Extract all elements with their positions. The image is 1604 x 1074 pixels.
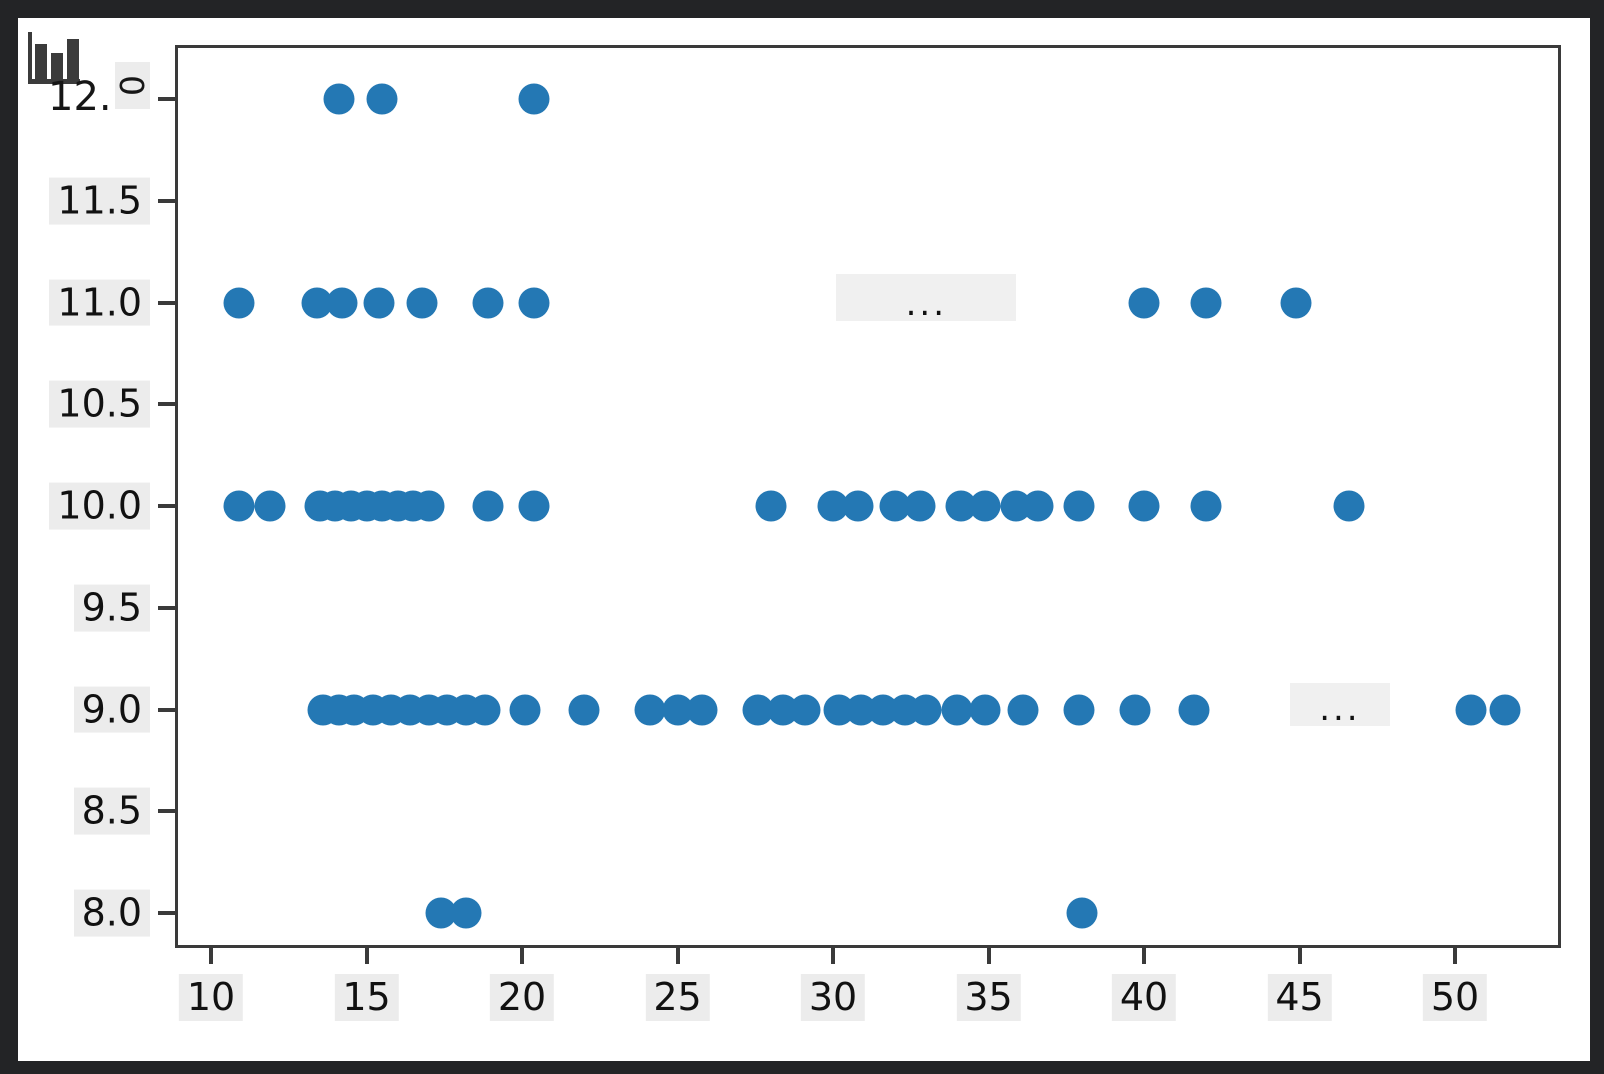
scatter-point (223, 490, 255, 522)
y-tick-mark (158, 300, 176, 305)
scatter-point (941, 694, 973, 725)
y-tick-mark (158, 504, 176, 508)
scatter-point (910, 694, 942, 725)
y-tick-mark (158, 402, 176, 407)
scatter-point (1022, 490, 1054, 522)
scatter-point (518, 287, 550, 318)
scatter-point (969, 694, 1001, 725)
scatter-point (969, 490, 1001, 522)
scatter-point (509, 694, 541, 725)
x-tick-label: 40 (1111, 974, 1177, 1021)
x-tick-label: 15 (334, 974, 399, 1021)
scatter-point (1119, 694, 1151, 725)
scatter-point (1066, 897, 1098, 929)
scatter-point (1063, 694, 1095, 725)
y-tick-mark (158, 198, 176, 203)
scatter-point (1128, 490, 1160, 522)
x-tick-label: 20 (489, 974, 555, 1021)
x-tick-mark (831, 945, 835, 964)
scatter-point (1190, 287, 1222, 318)
x-tick-label: 50 (1422, 974, 1488, 1021)
x-tick-mark (1453, 945, 1457, 964)
x-tick-mark (675, 945, 680, 964)
rotated-zero-glyph: 0 (113, 75, 152, 96)
scatter-point (326, 287, 358, 318)
y-tick-mark (158, 911, 176, 915)
y-tick-label-12-prefix: 12. (48, 74, 112, 120)
bar-chart-icon-bar (67, 39, 79, 79)
ellipsis-annotation: ... (1290, 683, 1390, 726)
scatter-point (842, 490, 874, 522)
x-tick-label: 25 (645, 974, 710, 1021)
scatter-point (1063, 490, 1095, 522)
x-tick-mark (209, 945, 213, 964)
x-tick-mark (986, 945, 991, 964)
scatter-point (413, 490, 445, 522)
x-tick-label: 10 (178, 974, 244, 1021)
scatter-point (469, 694, 501, 725)
y-tick-label: 10.0 (49, 482, 150, 530)
scatter-point (686, 694, 718, 725)
scatter-point (366, 83, 398, 115)
scatter-point (223, 287, 255, 318)
scatter-point (472, 490, 504, 522)
scatter-point (518, 490, 550, 522)
y-tick-label-12-rotated-zero-box: 0 (113, 62, 152, 109)
scatter-point (450, 897, 482, 929)
y-tick-mark (158, 809, 176, 814)
plot-area: 10 15 20 25 30 35 40 45 50 8.0 8.5 9.0 9.5 10.0 10.5 11… (49, 45, 1561, 1021)
x-tick-label: 45 (1267, 974, 1332, 1021)
scatter-point (1190, 490, 1222, 522)
y-tick-label: 11.0 (49, 279, 150, 326)
scatter-point (1489, 694, 1521, 725)
ellipsis-annotation: ... (836, 274, 1017, 321)
scatter-point (254, 490, 286, 522)
y-tick-label: 10.5 (49, 380, 150, 428)
scatter-point (755, 490, 787, 522)
scatter-point (568, 694, 600, 725)
scatter-point (1178, 694, 1210, 725)
scatter-point (1128, 287, 1160, 318)
y-tick-label: 8.5 (73, 787, 150, 835)
x-tick-mark (364, 945, 369, 964)
x-tick-label: 30 (800, 974, 866, 1021)
scatter-point (472, 287, 504, 318)
y-tick-label: 8.0 (73, 889, 150, 937)
x-tick-mark (1142, 945, 1146, 964)
y-tick-label: 9.0 (73, 686, 150, 733)
x-tick-label: 35 (956, 974, 1021, 1021)
scatter-point (1280, 287, 1312, 318)
x-tick-mark (1297, 945, 1302, 964)
bar-chart-icon-bar (51, 53, 63, 79)
scatter-point (904, 490, 936, 522)
y-tick-mark (158, 605, 176, 610)
scatter-point (789, 694, 821, 725)
y-tick-mark (158, 707, 176, 712)
scatter-point (406, 287, 438, 318)
chart-canvas: 10 15 20 25 30 35 40 45 50 8.0 8.5 9.0 9.5 10.0 10.5 11… (18, 18, 1590, 1061)
scatter-point (363, 287, 395, 318)
scatter-point (1007, 694, 1039, 725)
scatter-point (323, 83, 354, 115)
y-tick-mark (158, 97, 176, 101)
scatter-point (518, 83, 550, 115)
bar-chart-icon (28, 32, 80, 84)
x-tick-mark (520, 945, 524, 964)
scatter-point (634, 694, 665, 725)
scatter-point (1333, 490, 1365, 522)
y-tick-label: 11.5 (49, 177, 150, 225)
y-tick-label: 9.5 (73, 584, 150, 632)
scatter-point (1455, 694, 1487, 725)
bar-chart-icon-bar (35, 44, 47, 79)
